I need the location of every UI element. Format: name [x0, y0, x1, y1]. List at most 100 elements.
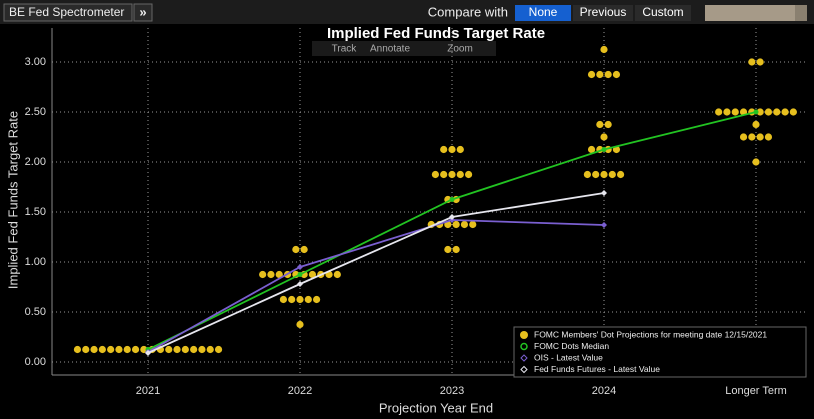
dot: [748, 58, 756, 66]
legend-label: Fed Funds Futures - Latest Value: [534, 364, 660, 374]
dot: [267, 270, 275, 279]
dot: [596, 120, 604, 129]
dot: [600, 45, 608, 54]
line-marker: [601, 147, 607, 152]
dot: [715, 108, 723, 116]
compare-option[interactable]: [635, 5, 691, 21]
line-marker: [753, 109, 759, 115]
legend-swatch: [520, 365, 528, 374]
dot: [460, 220, 469, 229]
x-tick-label: 2021: [136, 385, 160, 397]
dot: [296, 295, 304, 304]
legend: [513, 326, 807, 378]
compare-option-label: Previous: [580, 5, 627, 19]
legend-label: FOMC Dots Median: [534, 341, 609, 351]
dot: [214, 345, 223, 354]
dot: [131, 345, 140, 354]
x-axis-label: Projection Year End: [379, 400, 493, 415]
legend-label: FOMC Members' Dot Projections for meetin…: [534, 329, 767, 339]
dot: [748, 133, 756, 141]
dot: [764, 108, 773, 116]
dot: [206, 345, 214, 354]
dot: [304, 295, 312, 304]
dot: [313, 295, 321, 304]
dot: [723, 108, 731, 116]
dot: [198, 345, 206, 354]
dot: [781, 108, 789, 116]
expand-icon: »: [139, 4, 146, 19]
dot: [604, 120, 612, 129]
dot: [739, 133, 748, 141]
dropdown[interactable]: [705, 5, 807, 21]
dot: [98, 345, 106, 354]
dot: [300, 245, 308, 254]
dot: [592, 170, 600, 179]
app-box[interactable]: [3, 3, 133, 22]
line-marker: [601, 222, 607, 228]
dot: [288, 295, 296, 304]
y-axis-label: Implied Fed Funds Target Rate: [5, 111, 20, 289]
chart-tool[interactable]: Zoom: [447, 44, 473, 55]
line-marker: [297, 272, 303, 277]
x-tick-label: Longer Term: [725, 385, 787, 397]
chart-title: Implied Fed Funds Target Rate: [327, 25, 545, 42]
compare-option-label: Custom: [642, 5, 683, 19]
dot: [279, 295, 287, 304]
y-tick-label: 3.00: [25, 56, 46, 68]
compare-label: Compare with: [428, 4, 508, 19]
dot: [756, 108, 764, 116]
expand-button[interactable]: [133, 3, 153, 22]
app-name: BE Fed Spectrometer: [9, 5, 124, 19]
dot: [764, 133, 773, 141]
dot: [596, 70, 604, 79]
dot: [752, 120, 760, 129]
chart-tool[interactable]: Track: [332, 44, 358, 55]
dot: [756, 133, 764, 141]
dot: [190, 345, 198, 354]
dot: [452, 220, 460, 229]
legend-swatch: [520, 342, 528, 351]
dot: [308, 270, 317, 279]
dot: [73, 345, 82, 354]
compare-option[interactable]: [573, 5, 633, 21]
dot: [612, 70, 621, 79]
dot: [600, 133, 608, 141]
dot: [82, 345, 90, 354]
y-tick-label: 1.00: [25, 256, 46, 268]
line-marker: [297, 264, 303, 270]
dot: [456, 145, 464, 154]
dot: [604, 70, 612, 79]
dot: [608, 170, 616, 179]
dot: [448, 170, 456, 179]
legend-swatch: [520, 354, 528, 362]
line-marker: [601, 190, 607, 196]
dot: [465, 170, 473, 179]
dot: [440, 145, 448, 154]
series-line: [147, 192, 605, 354]
line-marker: [297, 281, 303, 287]
y-tick-label: 2.50: [25, 106, 46, 118]
dot: [115, 345, 123, 354]
compare-option[interactable]: [515, 5, 571, 21]
dot: [275, 270, 283, 279]
dot: [600, 170, 608, 179]
dot: [440, 170, 448, 179]
dropdown-arrow[interactable]: [795, 5, 807, 21]
dot: [333, 270, 341, 279]
dot: [165, 345, 173, 354]
dot: [587, 70, 596, 79]
dot: [296, 320, 304, 329]
dot: [731, 108, 739, 116]
dot: [452, 245, 460, 254]
dot: [259, 270, 267, 279]
line-marker: [449, 197, 455, 202]
y-tick-label: 1.50: [25, 206, 46, 218]
legend-swatch: [520, 331, 528, 339]
x-tick-label: 2024: [592, 385, 616, 397]
dot: [123, 345, 131, 354]
chart-tool[interactable]: Annotate: [370, 44, 410, 55]
dot: [444, 245, 452, 254]
dot: [448, 145, 456, 154]
chart-tools: [312, 41, 496, 56]
